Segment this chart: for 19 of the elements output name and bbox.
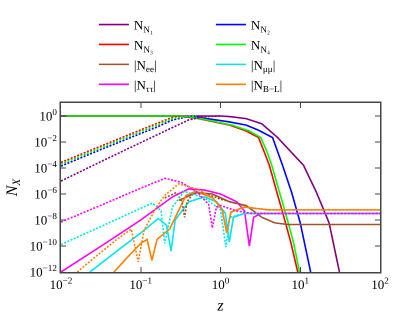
legend-label: N$_{N₃}$ — [134, 38, 154, 54]
y-tick-label: 10$^{−2}$ — [34, 133, 58, 150]
legend-label: |N$_{μμ}$| — [250, 57, 276, 74]
legend-label: |N$_{ee}$| — [134, 57, 157, 74]
x-tick-label: 10$^{2}$ — [371, 276, 390, 292]
legend-label: N$_{N₁}$ — [134, 18, 154, 34]
x-tick-label: 10$^{0}$ — [212, 276, 230, 292]
legend-label: N$_{N₂}$ — [250, 18, 270, 34]
legend-label: |N$_{ττ}$| — [134, 77, 156, 94]
x-tick-label: 10$^{−1}$ — [129, 276, 152, 292]
legend-label: N$_{N₄}$ — [250, 38, 270, 54]
x-axis-title: z — [216, 298, 224, 315]
y-tick-label: 10$^{−10}$ — [30, 237, 58, 254]
y-tick-label: 10$^{−8}$ — [34, 211, 58, 228]
y-tick-label: 10$^{−6}$ — [34, 185, 58, 202]
legend-label: |N$_{B−L}$| — [250, 77, 282, 94]
y-tick-label: 10$^{−4}$ — [34, 159, 58, 176]
y-tick-label: 10$^{0}$ — [39, 107, 58, 124]
x-tick-label: 10$^{1}$ — [291, 276, 310, 292]
